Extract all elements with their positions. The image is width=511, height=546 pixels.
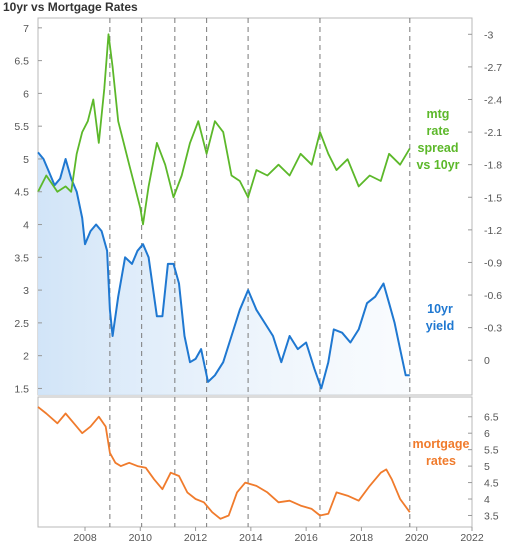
bottom-axis-tick-label: 3.5 xyxy=(484,510,499,522)
yield-series-label-line: 10yr xyxy=(427,302,453,316)
spread-series-label-line: mtg xyxy=(427,107,450,121)
series-line-mortgage-rates xyxy=(37,406,411,520)
bottom-series-labels: mortgage rates xyxy=(413,437,470,468)
spread-series-label-line: spread xyxy=(418,141,459,155)
x-axis-tick-label: 2016 xyxy=(294,532,318,544)
right-axis-tick-label: -2.4 xyxy=(484,94,502,106)
right-axis-tick-label: -1.2 xyxy=(484,225,502,237)
left-axis-tick-label: 6 xyxy=(23,88,29,100)
left-axis-tick-label: 3 xyxy=(23,285,29,297)
bottom-axis-tick-label: 6 xyxy=(484,428,490,440)
bottom-axis-tick-label: 4 xyxy=(484,494,490,506)
bottom-event-lines xyxy=(109,397,411,527)
yield-series-label-line: yield xyxy=(426,319,455,333)
mortgage-series-label-line: rates xyxy=(426,454,456,468)
bottom-axis-tick-label: 6.5 xyxy=(484,412,499,424)
mortgage-series-label-line: mortgage xyxy=(413,437,470,451)
top-right-axis: 0 -0.3 -0.6 -0.9 -1.2 -1.5 -1.8 -2.1 -2.4 -2.7 -3 xyxy=(468,29,502,367)
right-axis-tick-label: -2.7 xyxy=(484,62,502,74)
x-axis-tick-label: 2020 xyxy=(405,532,429,544)
left-axis-tick-label: 4.5 xyxy=(14,187,29,199)
spread-series-label-line: vs 10yr xyxy=(416,158,459,172)
chart-title: 10yr vs Mortgage Rates xyxy=(3,0,138,14)
bottom-panel: 3.5 4 4.5 5 5.5 6 6.5 mortgage rates xyxy=(37,396,499,528)
x-axis-tick-label: 2010 xyxy=(129,532,153,544)
x-axis-tick-label: 2022 xyxy=(460,532,484,544)
x-axis: 2008 2010 2012 2014 2016 2018 2020 2022 xyxy=(73,527,484,544)
series-line-mtg-spread xyxy=(37,33,411,226)
right-axis-tick-label: -1.5 xyxy=(484,192,502,204)
left-axis-tick-label: 3.5 xyxy=(14,252,29,264)
bottom-right-axis: 3.5 4 4.5 5 5.5 6 6.5 xyxy=(468,412,499,522)
left-axis-tick-label: 5.5 xyxy=(14,121,29,133)
x-axis-tick-label: 2012 xyxy=(184,532,208,544)
right-axis-tick-label: -0.3 xyxy=(484,323,502,335)
bottom-axis-tick-label: 4.5 xyxy=(484,478,499,490)
left-axis-tick-label: 4 xyxy=(23,220,29,232)
right-axis-tick-label: -3 xyxy=(484,29,493,41)
right-axis-tick-label: 0 xyxy=(484,355,490,367)
left-axis-tick-label: 2.5 xyxy=(14,318,29,330)
bottom-panel-frame xyxy=(37,396,473,528)
x-axis-tick-label: 2018 xyxy=(350,532,374,544)
yield-area-layer xyxy=(38,152,410,395)
bottom-axis-tick-label: 5 xyxy=(484,461,490,473)
top-series-labels: mtg rate spread vs 10yr 10yr yield xyxy=(416,107,459,333)
left-axis-tick-label: 6.5 xyxy=(14,56,29,68)
bottom-series-layer xyxy=(37,406,411,520)
left-axis-tick-label: 5 xyxy=(23,154,29,166)
top-series-layer xyxy=(37,33,411,390)
left-axis-tick-label: 1.5 xyxy=(14,383,29,395)
bottom-axis-tick-label: 5.5 xyxy=(484,445,499,457)
right-axis-tick-label: -0.9 xyxy=(484,257,502,269)
left-axis-tick-label: 2 xyxy=(23,351,29,363)
x-axis-tick-label: 2014 xyxy=(239,532,263,544)
left-axis-tick-label: 7 xyxy=(23,23,29,35)
right-axis-tick-label: -1.8 xyxy=(484,160,502,172)
right-axis-tick-label: -2.1 xyxy=(484,127,502,139)
yield-area xyxy=(38,152,410,395)
right-axis-tick-label: -0.6 xyxy=(484,290,502,302)
x-axis-tick-label: 2008 xyxy=(73,532,97,544)
spread-series-label-line: rate xyxy=(427,124,450,138)
series-line-10yr-yield xyxy=(37,151,410,390)
top-panel: 1.5 2 2.5 3 3.5 4 4.5 5 5.5 6 6.5 7 0 -0.3 -0.6 -0.9 -1… xyxy=(14,17,502,396)
top-left-axis: 1.5 2 2.5 3 3.5 4 4.5 5 5.5 6 6.5 7 xyxy=(14,23,42,395)
